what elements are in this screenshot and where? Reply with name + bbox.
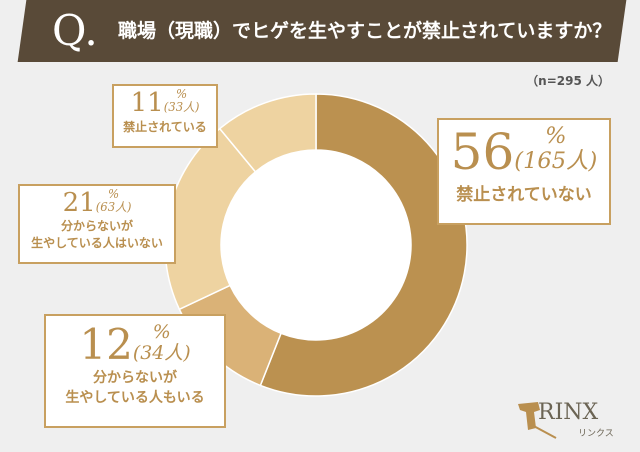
logo-mark-icon <box>518 402 557 439</box>
label-box-prohibited: 11% (33人) 禁止されている <box>112 84 218 148</box>
q-mark: Q. <box>52 6 98 55</box>
count: (63人) <box>95 199 132 214</box>
count: (33人) <box>163 99 200 114</box>
pct-sign: % <box>152 321 171 343</box>
slice-label-line2: 生やしている人もいる <box>65 390 205 406</box>
pct-sign: % <box>545 123 567 149</box>
rinx-logo: RINX リンクス <box>516 400 626 440</box>
logo-kana: リンクス <box>578 429 614 439</box>
count: (165人) <box>514 147 598 174</box>
slice-label-line1: 分からないが <box>60 219 133 233</box>
pct-sign: % <box>107 187 120 201</box>
pct-value: 21 <box>62 188 96 218</box>
slice-label: 禁止されている <box>123 120 207 134</box>
slice-label-line1: 分からないが <box>93 370 177 386</box>
pct-sign: % <box>175 87 188 101</box>
label-box-unknown-none: 21% (63人) 分からないが生やしている人はいない <box>18 184 176 264</box>
label-box-unknown-some: 12% (34人) 分からないが生やしている人もいる <box>44 314 226 428</box>
sample-size: （n=295 人） <box>526 74 610 88</box>
question-title: 職場（現職）でヒゲを生やすことが禁止されていますか？ <box>118 20 612 42</box>
donut-hole <box>221 150 411 340</box>
slice-label: 禁止されていない <box>456 185 592 205</box>
pct-value: 12 <box>79 320 133 369</box>
count: (34人) <box>132 341 191 364</box>
pct-value: 56 <box>450 123 515 181</box>
logo-text: RINX <box>538 400 599 425</box>
slice-label-line2: 生やしている人はいない <box>31 236 163 250</box>
pct-value: 11 <box>130 88 164 118</box>
label-box-not-prohibited: 56% (165人) 禁止されていない <box>437 118 611 225</box>
